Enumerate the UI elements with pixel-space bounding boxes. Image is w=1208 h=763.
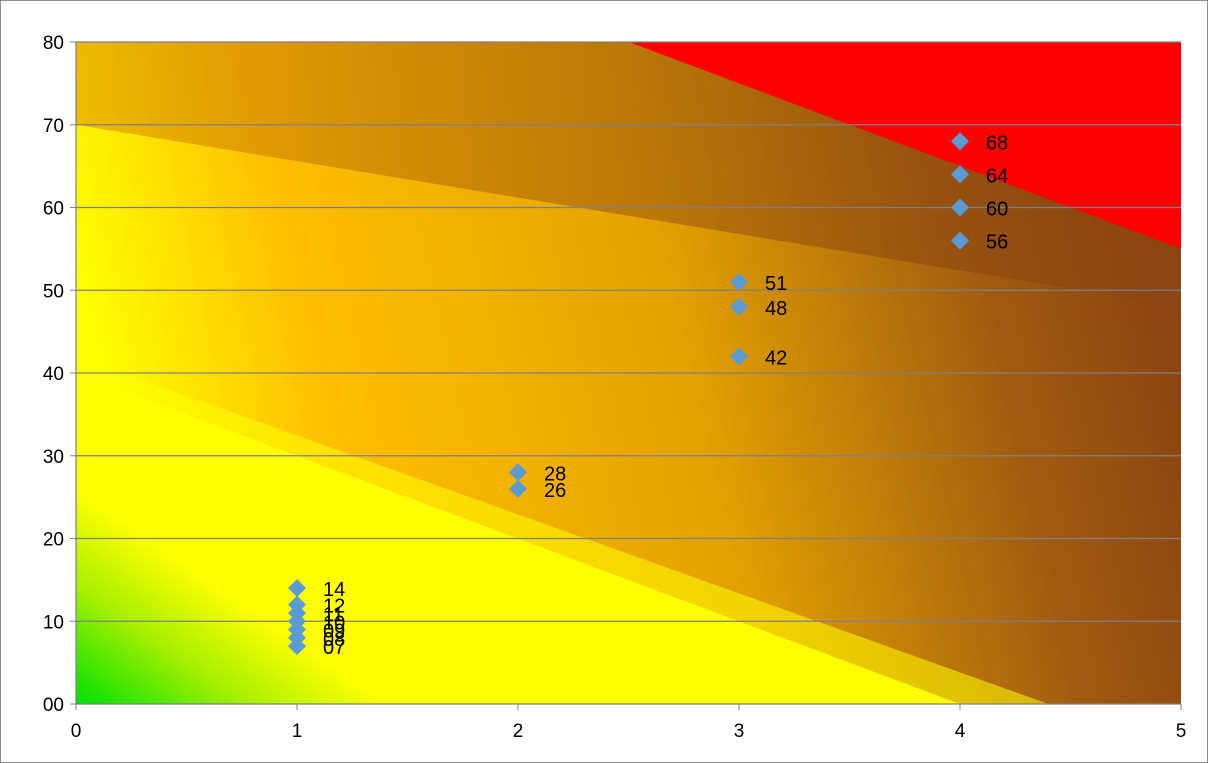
data-point — [730, 272, 748, 291]
data-point — [288, 595, 306, 614]
data-label: 28 — [544, 463, 566, 485]
data-label: 42 — [765, 347, 787, 369]
data-point — [509, 463, 527, 482]
data-point — [951, 231, 969, 250]
y-tick-label: 70 — [43, 116, 64, 137]
data-label: 26 — [544, 480, 566, 502]
data-label: 12 — [323, 596, 345, 618]
data-point — [509, 479, 527, 498]
data-point — [730, 297, 748, 316]
x-tick-label: 3 — [734, 721, 745, 742]
x-tick-label: 4 — [955, 721, 966, 742]
data-label: 48 — [765, 298, 787, 320]
y-tick-label: 60 — [43, 199, 64, 220]
x-tick-label: 5 — [1176, 721, 1187, 742]
data-label: 56 — [986, 232, 1008, 254]
y-tick-label: 40 — [43, 364, 64, 385]
data-label: 11 — [323, 604, 344, 626]
y-tick-label: 50 — [43, 281, 64, 302]
data-label: 68 — [986, 132, 1008, 154]
zone-brown — [76, 42, 1181, 307]
y-tick-label: 80 — [43, 33, 64, 54]
x-tick-label: 1 — [292, 721, 303, 742]
data-points — [288, 132, 969, 656]
data-label: 08 — [323, 629, 345, 651]
zone-red — [628, 42, 1181, 249]
data-label: 10 — [323, 612, 345, 634]
x-tick-label: 0 — [71, 721, 82, 742]
data-point — [288, 579, 306, 598]
data-point — [951, 165, 969, 184]
data-label: 09 — [323, 621, 345, 643]
data-label: 07 — [323, 637, 345, 659]
data-label: 51 — [765, 273, 787, 295]
zone-yellow-band — [76, 356, 1049, 704]
data-label: 14 — [323, 579, 345, 601]
y-tick-label: 10 — [43, 612, 64, 633]
data-point — [730, 347, 748, 366]
x-tick-label: 2 — [513, 721, 524, 742]
data-point — [951, 132, 969, 151]
data-label: 64 — [986, 165, 1008, 187]
gridlines — [76, 41, 1181, 622]
y-tick-label: 30 — [43, 447, 64, 468]
data-label: 60 — [986, 199, 1008, 221]
y-tick-label: 20 — [43, 530, 64, 551]
data-point — [951, 198, 969, 217]
y-tick-label: 00 — [43, 695, 64, 716]
